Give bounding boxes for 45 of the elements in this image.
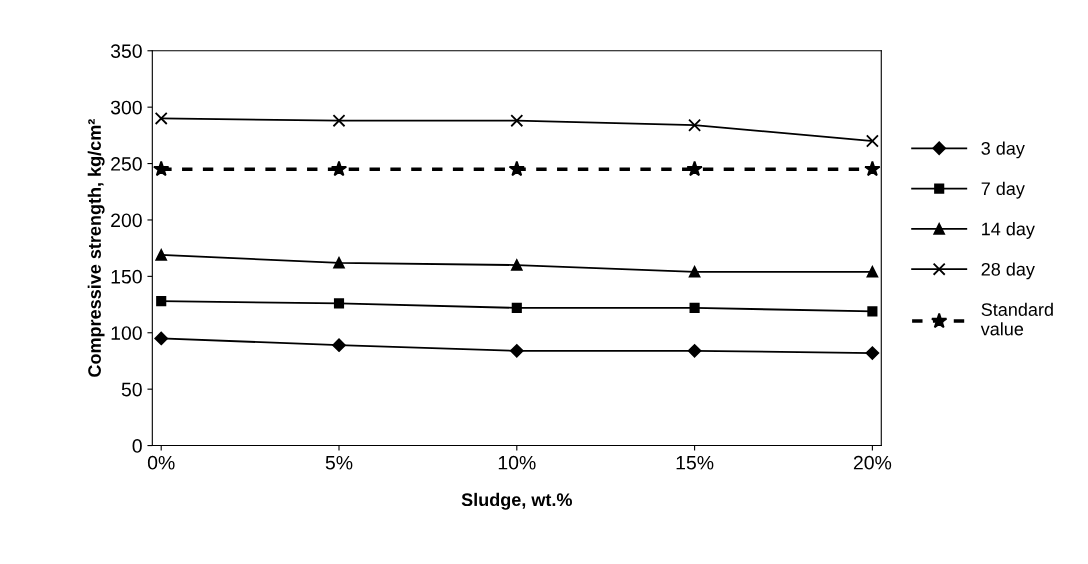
legend-label: 3 day: [981, 141, 1025, 159]
point: [332, 114, 346, 128]
point: [687, 344, 702, 358]
point: [330, 160, 348, 177]
y-tick-label: 100: [111, 326, 142, 340]
point: [508, 160, 525, 177]
point: [866, 266, 879, 278]
x-tick-label: 20%: [853, 455, 892, 470]
point: [511, 302, 522, 314]
y-tick-label: 300: [110, 100, 142, 115]
point: [510, 114, 524, 128]
point: [332, 338, 346, 352]
y-tick-label: 50: [121, 382, 142, 397]
y-tick-label: 150: [111, 269, 142, 284]
point: [333, 298, 345, 309]
y-tick-label: 350: [110, 44, 142, 58]
point: [155, 249, 167, 261]
point: [154, 331, 169, 346]
legend-label: 28 day: [981, 262, 1035, 280]
point: [688, 118, 702, 132]
x-tick-label: 5%: [325, 455, 353, 470]
point: [689, 302, 700, 314]
point: [511, 259, 523, 271]
point: [154, 111, 168, 125]
x-tick-label: 10%: [498, 455, 536, 470]
point: [865, 346, 880, 360]
point: [333, 257, 345, 269]
point: [510, 344, 524, 358]
y-tick-label: 250: [111, 157, 142, 171]
y-tick-label: 200: [111, 213, 142, 228]
y-axis-title: Compressive strength, kg/cm²: [87, 119, 105, 377]
point: [156, 296, 167, 307]
point: [867, 306, 878, 317]
x-tick-label: 0%: [147, 455, 175, 470]
x-axis-title: Sludge, wt.%: [461, 492, 572, 510]
legend-label: 14 day: [982, 222, 1035, 239]
legend-label: 7 day: [981, 181, 1025, 199]
point: [153, 160, 170, 177]
point: [688, 266, 701, 278]
point: [864, 160, 881, 177]
legend-label: Standard value: [980, 302, 1053, 336]
point: [865, 134, 879, 148]
y-tick-label: 0: [132, 439, 142, 453]
x-tick-label: 15%: [676, 455, 714, 470]
point: [686, 160, 703, 177]
